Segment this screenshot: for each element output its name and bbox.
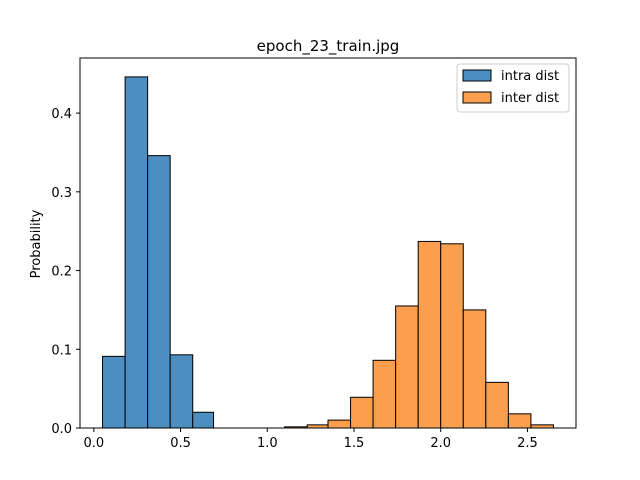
y-tick-label-1: 0.1: [51, 343, 72, 358]
bar-series-0-bin-2: [147, 155, 171, 429]
x-axis: 0.0 0.5 1.0 1.5 2.0 2.5: [84, 428, 538, 451]
bar-series-1-bin-2: [327, 419, 352, 429]
bar-series-0-bin-1: [124, 76, 149, 429]
y-axis: 0.0 0.1 0.2 0.3 0.4: [51, 107, 80, 437]
y-tick-label-0: 0.0: [51, 422, 72, 437]
bar-series-1-bin-5: [395, 305, 419, 429]
x-tick-label-5: 2.5: [517, 436, 538, 451]
legend-swatch-1: [462, 91, 492, 104]
legend-label-0: intra dist: [501, 69, 559, 84]
x-tick-label-3: 1.5: [344, 436, 365, 451]
bar-series-1-bin-8: [462, 309, 487, 429]
x-tick-label-2: 1.0: [257, 436, 278, 451]
bar-series-0-bin-0: [102, 355, 126, 429]
bar-series-1-bin-6: [417, 240, 442, 429]
y-tick-label-3: 0.3: [51, 186, 72, 201]
bar-series-1-bin-4: [372, 359, 397, 429]
legend: intra dist inter dist: [456, 63, 570, 113]
bar-series-1-bin-9: [485, 381, 509, 429]
legend-label-1: inter dist: [501, 91, 559, 106]
chart-title: epoch_23_train.jpg: [257, 37, 400, 56]
x-tick-label-0: 0.0: [84, 436, 105, 451]
bar-series-0-bin-3: [169, 354, 194, 429]
legend-swatch-0: [462, 69, 492, 82]
x-tick-label-1: 0.5: [170, 436, 191, 451]
y-tick-label-2: 0.2: [51, 265, 72, 280]
bar-series-1-bin-10: [507, 413, 532, 429]
bars-layer: [102, 76, 554, 429]
bar-series-1-bin-3: [350, 396, 374, 429]
y-tick-label-4: 0.4: [51, 107, 72, 122]
x-tick-label-4: 2.0: [430, 436, 451, 451]
plot-frame: [79, 57, 577, 429]
bar-series-1-bin-7: [440, 243, 464, 429]
y-axis-label: Probability: [29, 209, 44, 278]
bar-series-0-bin-4: [192, 411, 215, 429]
